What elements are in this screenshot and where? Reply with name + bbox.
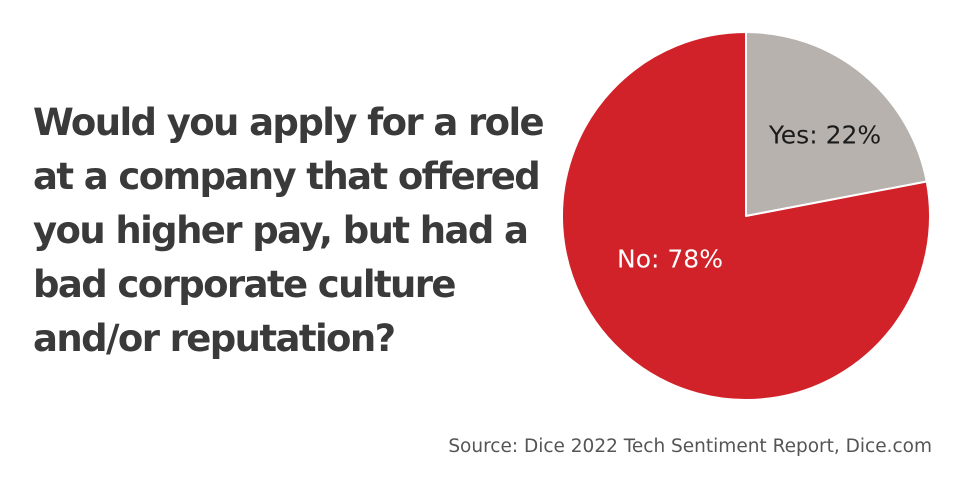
source-citation: Source: Dice 2022 Tech Sentiment Report,… bbox=[448, 436, 932, 457]
question-line-1: Would you apply for a role bbox=[33, 101, 545, 144]
pie-slice-no bbox=[561, 31, 931, 401]
question-line-3: you higher pay, but had a bbox=[33, 209, 529, 252]
question-line-5: and/or reputation? bbox=[33, 317, 396, 360]
pie-label-yes: Yes: 22% bbox=[768, 121, 881, 150]
chart-question-heading: Would you apply for a role at a company … bbox=[33, 96, 545, 366]
question-line-2: at a company that offered bbox=[33, 155, 541, 198]
pie-label-no: No: 78% bbox=[617, 245, 723, 274]
pie-slice-yes bbox=[745, 31, 928, 217]
question-line-4: bad corporate culture bbox=[33, 263, 457, 306]
